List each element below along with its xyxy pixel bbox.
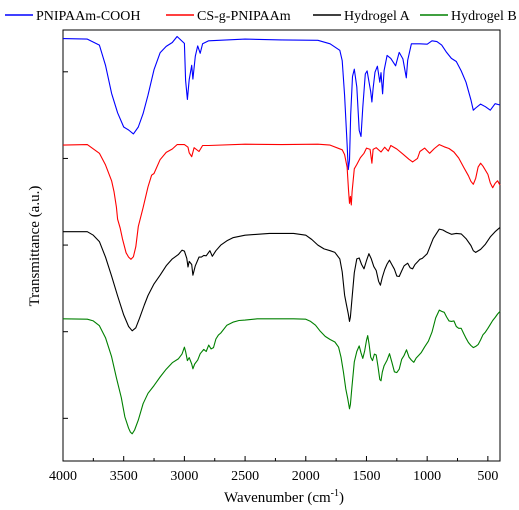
x-tick-label: 1500 (352, 469, 380, 484)
legend-label-3: Hydrogel A (344, 9, 411, 24)
x-tick-label: 1000 (413, 469, 441, 484)
legend-label-4: Hydrogel B (451, 9, 517, 24)
y-axis-title: Transmittance (a.u.) (27, 186, 43, 307)
legend-label-1: PNIPAAm-COOH (36, 9, 141, 24)
series-layer (62, 35, 501, 435)
legend: PNIPAAm-COOH CS-g-PNIPAAm Hydrogel A Hydrog… (5, 9, 517, 24)
x-tick-label: 3500 (110, 469, 138, 484)
series-line-3 (63, 226, 501, 332)
x-axis-title-unit-exponent: -1 (331, 488, 339, 499)
ticks-layer: 4000 3500 3000 2500 2000 1500 1000 500 (49, 71, 498, 484)
x-tick-label: 4000 (49, 469, 77, 484)
series-line-2 (62, 143, 501, 260)
x-tick-label: 500 (477, 469, 498, 484)
x-tick-label: 2000 (292, 469, 320, 484)
x-tick-label: 3000 (170, 469, 198, 484)
series-line-4 (62, 309, 501, 435)
plot-frame (62, 29, 501, 462)
x-axis-title: Wavenumber (cm-1) (224, 488, 344, 506)
legend-label-2: CS-g-PNIPAAm (197, 9, 291, 24)
series-line-1 (62, 35, 501, 171)
x-tick-label: 2500 (231, 469, 259, 484)
